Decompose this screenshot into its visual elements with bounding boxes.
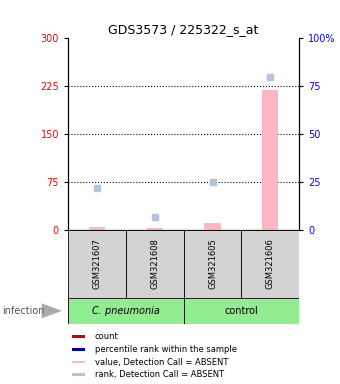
Text: value, Detection Call = ABSENT: value, Detection Call = ABSENT [95,358,228,367]
Text: percentile rank within the sample: percentile rank within the sample [95,345,237,354]
Text: C. pneumonia: C. pneumonia [92,306,160,316]
Text: infection: infection [2,306,44,316]
Text: GSM321606: GSM321606 [266,238,275,290]
Bar [72,374,85,376]
Bar [68,298,184,324]
Text: count: count [95,332,118,341]
Bar [241,230,299,298]
Title: GDS3573 / 225322_s_at: GDS3573 / 225322_s_at [108,23,259,36]
Bar [126,230,184,298]
Bar [72,336,85,338]
Text: GSM321608: GSM321608 [150,238,159,290]
Bar [262,89,278,230]
Bar [72,361,85,363]
Bar [204,223,221,230]
Bar [184,230,241,298]
Bar [68,230,126,298]
Text: GSM321605: GSM321605 [208,238,217,290]
Text: rank, Detection Call = ABSENT: rank, Detection Call = ABSENT [95,370,224,379]
Bar [184,298,299,324]
Bar [147,228,163,230]
Polygon shape [41,303,62,318]
Text: GSM321607: GSM321607 [92,238,101,290]
Text: control: control [224,306,258,316]
Bar [72,348,85,351]
Bar [89,227,105,230]
